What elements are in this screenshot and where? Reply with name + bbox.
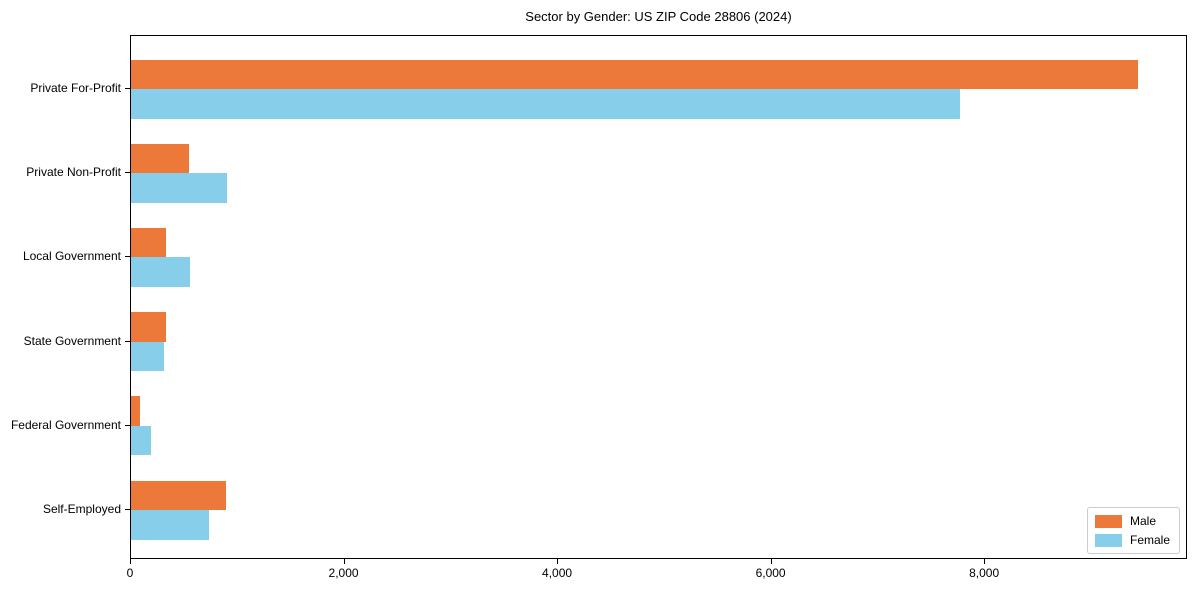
- bar-female-private-for-profit: [131, 89, 960, 119]
- ytick-label-self-employed: Self-Employed: [42, 502, 121, 516]
- xtick-mark: [984, 559, 986, 564]
- bar-male-state-government: [131, 312, 167, 342]
- xtick-mark: [130, 559, 131, 564]
- xtick-mark: [770, 559, 772, 564]
- ytick-mark: [125, 172, 130, 174]
- xtick-mark: [343, 559, 345, 564]
- ytick-label-state-government: State Government: [23, 333, 121, 348]
- bar-female-state-government: [131, 341, 164, 372]
- bar-male-local-government: [131, 227, 166, 258]
- ytick-label-federal-government: Federal Government: [10, 417, 121, 432]
- bar-male-private-non-profit: [131, 143, 190, 174]
- legend-label-male: Male: [1129, 514, 1156, 528]
- legend-item-male: Male: [1094, 514, 1170, 528]
- ytick-mark: [125, 340, 130, 342]
- bar-female-private-non-profit: [131, 173, 228, 203]
- bar-male-self-employed: [131, 480, 227, 510]
- legend-item-female: Female: [1094, 533, 1170, 547]
- xtick-label-4000: 4,000: [542, 566, 573, 580]
- legend-swatch-female: [1094, 533, 1122, 547]
- xtick-label-0: 0: [126, 566, 134, 580]
- bar-female-self-employed: [131, 510, 209, 540]
- bar-female-federal-government: [131, 425, 152, 456]
- ytick-label-private-for-profit: Private For-Profit: [30, 81, 121, 95]
- xtick-label-8000: 8,000: [969, 566, 1000, 580]
- xtick-label-6000: 6,000: [755, 566, 786, 580]
- legend: Male Female: [1086, 507, 1180, 554]
- ytick-mark: [125, 424, 130, 426]
- bar-female-local-government: [131, 257, 190, 287]
- xtick-label-2000: 2,000: [328, 566, 359, 580]
- legend-swatch-male: [1094, 514, 1122, 528]
- xtick-mark: [557, 559, 559, 564]
- ytick-label-local-government: Local Government: [22, 249, 121, 264]
- ytick-mark: [125, 88, 130, 89]
- plot-area: Male Female: [130, 35, 1187, 559]
- bar-male-private-for-profit: [131, 59, 1138, 89]
- bar-male-federal-government: [131, 396, 141, 426]
- ytick-label-private-non-profit: Private Non-Profit: [26, 165, 121, 180]
- legend-label-female: Female: [1129, 533, 1170, 547]
- ytick-mark: [125, 509, 130, 510]
- chart-title: Sector by Gender: US ZIP Code 28806 (202…: [525, 9, 792, 24]
- ytick-mark: [125, 256, 130, 258]
